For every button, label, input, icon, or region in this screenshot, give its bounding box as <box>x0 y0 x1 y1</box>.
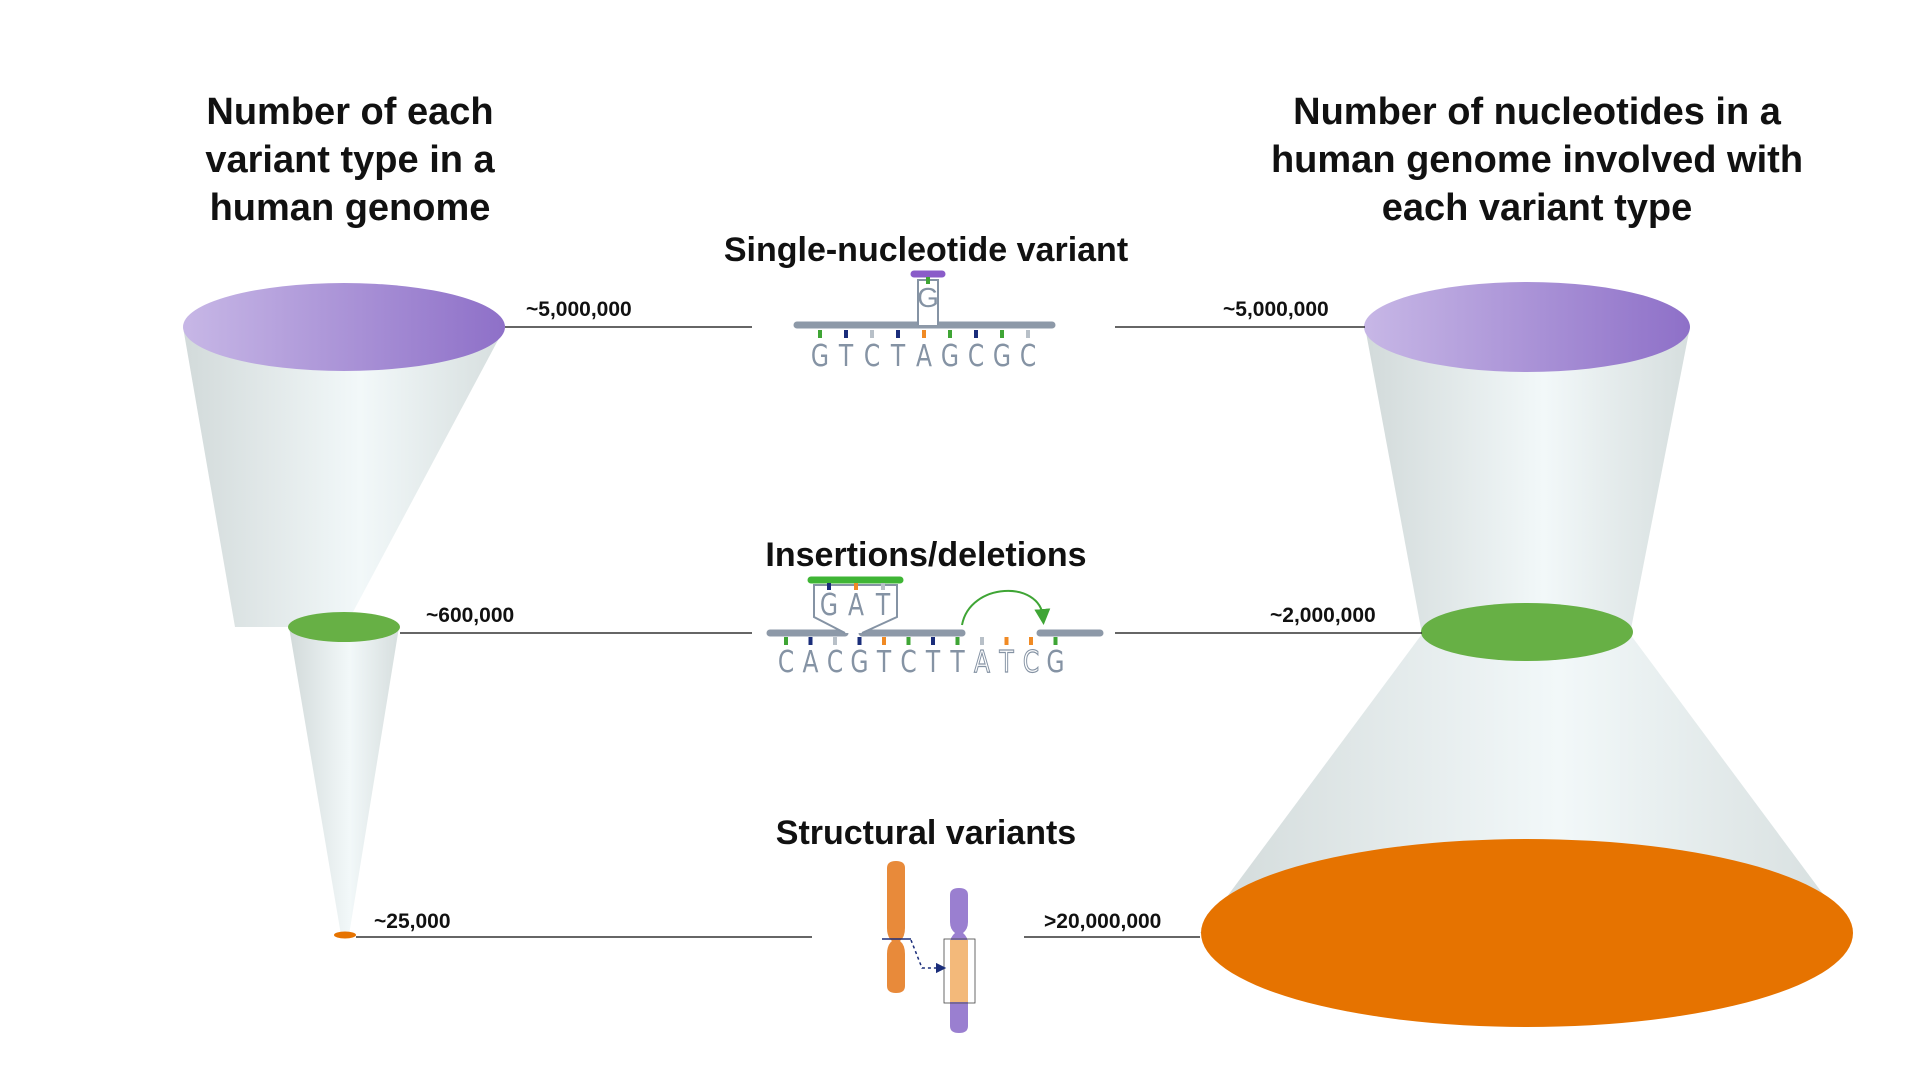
indel-tick-8 <box>955 637 960 645</box>
snv-base-7: C <box>968 339 984 374</box>
snv-base-5: A <box>916 339 933 374</box>
indel-tick-11 <box>1029 637 1033 645</box>
indel-base-12: G <box>1046 645 1064 680</box>
indel-tick-6 <box>906 637 911 645</box>
left-indel-ellipse <box>288 612 400 642</box>
snv-base-9: C <box>1020 339 1036 374</box>
indel-insert-base-2: A <box>848 588 865 623</box>
indel-base-7: T <box>925 645 941 680</box>
snv-tick-8 <box>1000 330 1004 338</box>
indel-tick-5 <box>882 637 886 645</box>
left-funnel <box>183 283 505 939</box>
indel-tick-9 <box>980 637 984 645</box>
indel-tick-1 <box>784 637 788 645</box>
snv-ticks <box>818 330 1030 338</box>
right-indel-ellipse <box>1421 603 1633 661</box>
left-snv-ellipse <box>183 283 505 371</box>
indel-base-3: C <box>827 645 843 680</box>
indel-ticks <box>784 637 1058 645</box>
snv-tick-4 <box>896 330 900 338</box>
indel-insert-base-3: T <box>875 588 891 623</box>
indel-base-11: C <box>1023 645 1039 680</box>
indel-insert-tick-1 <box>827 583 831 590</box>
indel-base-8: T <box>949 645 965 680</box>
indel-tick-10 <box>1004 637 1009 645</box>
snv-count-label: ~5,000,000 <box>526 298 632 321</box>
snv-tick-6 <box>948 330 952 338</box>
snv-base-4: T <box>890 339 906 374</box>
indel-base-2: A <box>802 645 819 680</box>
translocated-segment <box>950 940 968 1002</box>
indel-base-4: G <box>850 645 868 680</box>
snv-tick-5 <box>922 330 926 338</box>
right-funnel <box>1200 282 1853 1027</box>
connector-lines <box>356 326 1422 938</box>
indel-heading: Insertions/deletions <box>765 536 1086 574</box>
snv-alt-base: G <box>917 282 939 313</box>
sv-count-label: ~25,000 <box>374 910 451 933</box>
indel-nucleotides-label: ~2,000,000 <box>1270 604 1376 627</box>
indel-base-5: T <box>876 645 892 680</box>
snv-tick-1 <box>818 330 822 338</box>
snv-base-1: G <box>811 339 829 374</box>
snv-heading: Single-nucleotide variant <box>724 231 1128 269</box>
snv-tick-2 <box>844 330 848 338</box>
indel-base-6: C <box>900 645 916 680</box>
right-sv-ellipse <box>1201 839 1853 1027</box>
translocation-arrow <box>910 939 947 974</box>
left-title: Number of each variant type in a human g… <box>205 91 495 229</box>
indel-base-9: A <box>974 645 991 680</box>
indel-tick-2 <box>808 637 813 645</box>
snv-tick-9 <box>1026 330 1030 338</box>
indel-base-1: C <box>778 645 794 680</box>
indel-insert-tick-3 <box>881 583 885 590</box>
right-snv-ellipse <box>1364 282 1690 372</box>
right-funnel-upper-body <box>1365 327 1690 634</box>
indel-insert-tick-2 <box>854 583 858 590</box>
snv-base-6: G <box>941 339 959 374</box>
left-sv-ellipse <box>334 931 356 939</box>
indel-tick-4 <box>857 637 862 645</box>
sv-heading: Structural variants <box>776 814 1076 852</box>
snv-base-3: C <box>864 339 880 374</box>
indel-insert-base-1: G <box>820 588 838 623</box>
left-funnel-lower-body <box>289 627 399 935</box>
right-title: Number of nucleotides in a human genome … <box>1270 91 1804 229</box>
snv-base-2: T <box>838 339 854 374</box>
snv-base-8: G <box>993 339 1011 374</box>
chromosome-orange <box>887 861 905 993</box>
deletion-arrow <box>961 589 1051 626</box>
snv-nucleotides-label: ~5,000,000 <box>1223 298 1329 321</box>
sv-illustration <box>882 861 976 1033</box>
indel-tick-3 <box>833 637 837 645</box>
indel-tick-12 <box>1053 637 1058 645</box>
snv-tick-7 <box>974 330 978 338</box>
indel-base-10: T <box>998 645 1014 680</box>
snv-tick-3 <box>870 330 874 338</box>
indel-tick-7 <box>931 637 935 645</box>
indel-count-label: ~600,000 <box>426 604 514 627</box>
snv-alt-tick <box>926 277 930 284</box>
sv-nucleotides-label: >20,000,000 <box>1044 910 1161 933</box>
left-funnel-upper-body <box>183 327 505 627</box>
